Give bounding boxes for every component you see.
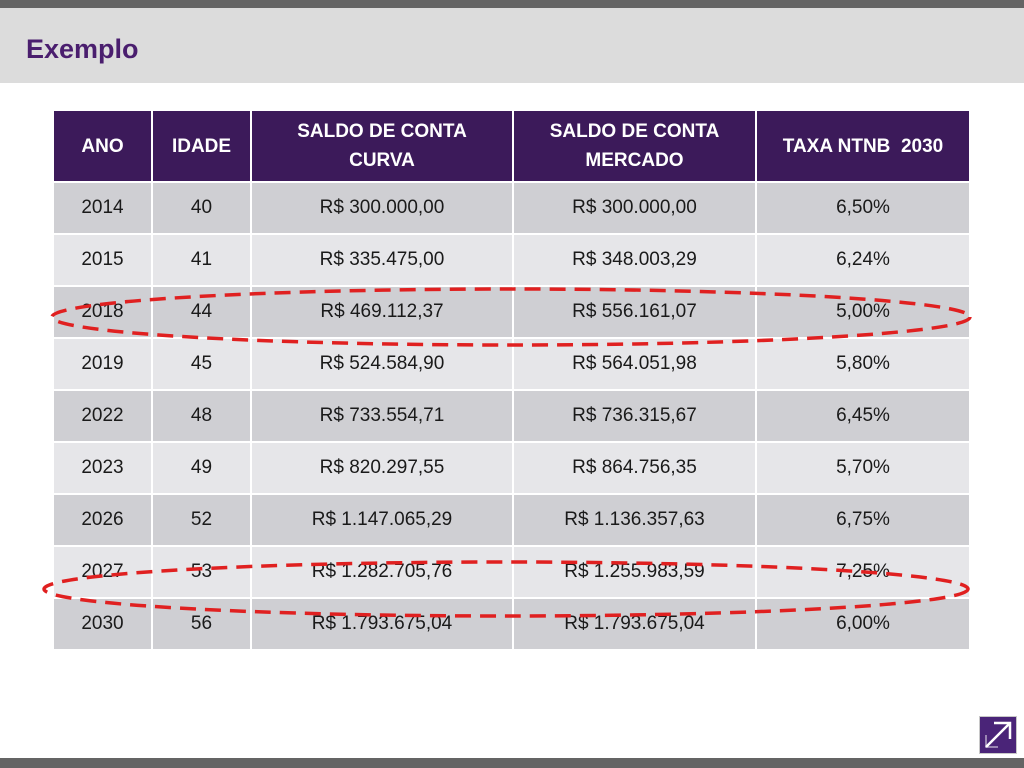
table-row: 2018 44 R$ 469.112,37 R$ 556.161,07 5,00…	[52, 285, 971, 339]
cell-taxa: 5,70%	[755, 441, 971, 495]
cell-idade: 52	[151, 493, 252, 547]
col-header-saldo-mercado: SALDO DE CONTA MERCADO	[512, 109, 757, 183]
cell-saldo-curva: R$ 524.584,90	[250, 337, 514, 391]
col-header-line: TAXA NTNB 2030	[782, 135, 944, 157]
cell-idade: 53	[151, 545, 252, 599]
cell-saldo-curva: R$ 300.000,00	[250, 181, 514, 235]
cell-saldo-mercado: R$ 736.315,67	[512, 389, 757, 443]
cell-saldo-curva: R$ 820.297,55	[250, 441, 514, 495]
cell-taxa: 6,45%	[755, 389, 971, 443]
col-header-line: ANO	[81, 135, 124, 157]
cell-idade: 40	[151, 181, 252, 235]
header-row: ANO IDADE SALDO DE CONTA CURVA SALDO DE …	[52, 109, 971, 183]
table-row: 2015 41 R$ 335.475,00 R$ 348.003,29 6,24…	[52, 233, 971, 287]
col-header-idade: IDADE	[151, 109, 252, 183]
cell-ano: 2015	[52, 233, 153, 287]
cell-ano: 2026	[52, 493, 153, 547]
cell-saldo-mercado: R$ 864.756,35	[512, 441, 757, 495]
cell-ano: 2014	[52, 181, 153, 235]
cell-saldo-curva: R$ 1.282.705,76	[250, 545, 514, 599]
col-header-ano: ANO	[52, 109, 153, 183]
cell-taxa: 6,75%	[755, 493, 971, 547]
page-title: Exemplo	[26, 34, 139, 64]
cell-idade: 56	[151, 597, 252, 651]
cell-idade: 44	[151, 285, 252, 339]
cell-saldo-mercado: R$ 300.000,00	[512, 181, 757, 235]
cell-saldo-curva: R$ 1.793.675,04	[250, 597, 514, 651]
table-row: 2023 49 R$ 820.297,55 R$ 864.756,35 5,70…	[52, 441, 971, 495]
arrow-logo-icon	[979, 716, 1017, 754]
data-table: ANO IDADE SALDO DE CONTA CURVA SALDO DE …	[52, 109, 971, 651]
cell-saldo-curva: R$ 733.554,71	[250, 389, 514, 443]
cell-ano: 2030	[52, 597, 153, 651]
cell-ano: 2023	[52, 441, 153, 495]
table-row: 2022 48 R$ 733.554,71 R$ 736.315,67 6,45…	[52, 389, 971, 443]
col-header-line: MERCADO	[585, 150, 684, 171]
cell-saldo-mercado: R$ 564.051,98	[512, 337, 757, 391]
table-row: 2026 52 R$ 1.147.065,29 R$ 1.136.357,63 …	[52, 493, 971, 547]
cell-idade: 49	[151, 441, 252, 495]
col-header-line: SALDO DE CONTA	[297, 121, 467, 142]
cell-saldo-curva: R$ 469.112,37	[250, 285, 514, 339]
cell-taxa: 6,50%	[755, 181, 971, 235]
col-header-line: CURVA	[349, 150, 415, 171]
cell-taxa: 5,80%	[755, 337, 971, 391]
cell-ano: 2018	[52, 285, 153, 339]
table-row: 2019 45 R$ 524.584,90 R$ 564.051,98 5,80…	[52, 337, 971, 391]
bottom-rule	[0, 758, 1024, 768]
cell-idade: 48	[151, 389, 252, 443]
cell-idade: 41	[151, 233, 252, 287]
col-header-saldo-curva: SALDO DE CONTA CURVA	[250, 109, 514, 183]
cell-ano: 2019	[52, 337, 153, 391]
title-bar: Exemplo	[0, 8, 1024, 83]
cell-saldo-curva: R$ 335.475,00	[250, 233, 514, 287]
col-header-line: IDADE	[171, 135, 232, 157]
table-row: 2030 56 R$ 1.793.675,04 R$ 1.793.675,04 …	[52, 597, 971, 651]
cell-saldo-curva: R$ 1.147.065,29	[250, 493, 514, 547]
top-rule	[0, 0, 1024, 8]
cell-taxa: 6,00%	[755, 597, 971, 651]
col-header-taxa: TAXA NTNB 2030	[755, 109, 971, 183]
cell-taxa: 6,24%	[755, 233, 971, 287]
col-header-line: SALDO DE CONTA	[549, 121, 720, 142]
cell-ano: 2022	[52, 389, 153, 443]
cell-saldo-mercado: R$ 1.136.357,63	[512, 493, 757, 547]
cell-ano: 2027	[52, 545, 153, 599]
cell-saldo-mercado: R$ 556.161,07	[512, 285, 757, 339]
cell-taxa: 5,00%	[755, 285, 971, 339]
cell-saldo-mercado: R$ 1.255.983,59	[512, 545, 757, 599]
table-row: 2027 53 R$ 1.282.705,76 R$ 1.255.983,59 …	[52, 545, 971, 599]
cell-idade: 45	[151, 337, 252, 391]
cell-taxa: 7,25%	[755, 545, 971, 599]
cell-saldo-mercado: R$ 348.003,29	[512, 233, 757, 287]
table-row: 2014 40 R$ 300.000,00 R$ 300.000,00 6,50…	[52, 181, 971, 235]
cell-saldo-mercado: R$ 1.793.675,04	[512, 597, 757, 651]
